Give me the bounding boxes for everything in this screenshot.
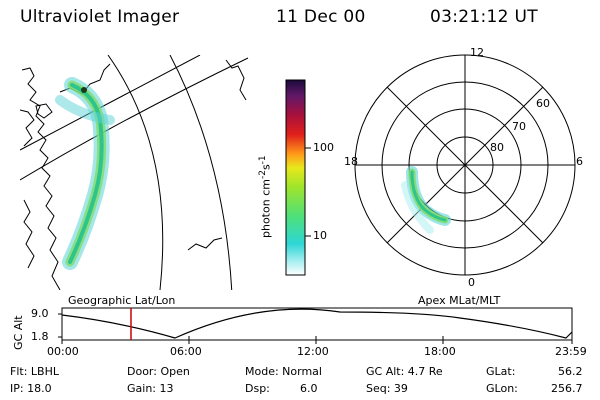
coastline <box>225 59 247 101</box>
left-panel-caption: Geographic Lat/Lon <box>68 294 176 307</box>
coastline <box>20 109 35 147</box>
colorbar-tick-label-10: 10 <box>313 229 327 242</box>
seq-readout: Seq: 39 <box>366 382 408 395</box>
mlt-label-6: 6 <box>576 155 583 168</box>
time-tick-0000: 00:00 <box>47 345 79 358</box>
polar-axis-diagonal <box>386 86 544 244</box>
map-grid-line <box>107 55 164 290</box>
altitude-axis-label: GC Alt <box>12 315 25 350</box>
map-grid-line <box>169 55 233 290</box>
aurora-emission-geographic <box>55 77 115 270</box>
coastline <box>21 67 61 290</box>
time-tick-1200: 12:00 <box>297 345 329 358</box>
map-grid-line <box>20 55 201 151</box>
geographic-map <box>20 55 249 290</box>
app-title: Ultraviolet Imager <box>20 7 180 27</box>
glat-value: 56.2 <box>558 365 583 378</box>
dsp-value: 6.0 <box>300 382 318 395</box>
altitude-plot <box>58 307 573 344</box>
mlt-label-0: 0 <box>468 276 475 289</box>
altitude-tick-low: 1.8 <box>31 330 49 343</box>
right-panel-caption: Apex MLat/MLT <box>418 294 501 307</box>
mlt-label-18: 18 <box>344 155 358 168</box>
time-tick-0600: 06:00 <box>170 345 202 358</box>
mode-readout: Mode: Normal <box>245 365 322 378</box>
aurora-emission-polar <box>401 166 451 234</box>
gain-readout: Gain: 13 <box>127 382 174 395</box>
coastline <box>187 237 223 251</box>
door-readout: Door: Open <box>127 365 190 378</box>
colorbar-unit-label: photon cm-2s-1 <box>258 155 273 238</box>
dsp-label: Dsp: <box>245 382 270 395</box>
mlat-label-60: 60 <box>536 97 550 110</box>
polar-plot <box>354 54 576 276</box>
glon-label: GLon: <box>486 382 518 395</box>
coastline <box>35 103 53 119</box>
altitude-curve <box>61 308 573 339</box>
time-tick-1800: 18:00 <box>424 345 456 358</box>
time-label: 03:21:12 UT <box>430 7 538 27</box>
gc-alt-readout: GC Alt: 4.7 Re <box>366 365 443 378</box>
date-label: 11 Dec 00 <box>276 7 366 27</box>
mlat-label-70: 70 <box>512 120 526 133</box>
altitude-tick-high: 9.0 <box>31 307 49 320</box>
colorbar-tick-label-100: 100 <box>313 141 334 154</box>
altitude-plot-frame <box>61 307 573 341</box>
glat-label: GLat: <box>486 365 516 378</box>
mlat-label-80: 80 <box>490 141 504 154</box>
coastline <box>23 199 35 269</box>
glon-value: 256.7 <box>551 382 583 395</box>
filter-readout: Flt: LBHL <box>10 365 59 378</box>
colorbar <box>285 79 306 276</box>
ip-readout: IP: 18.0 <box>10 382 52 395</box>
mlt-label-12: 12 <box>470 46 484 59</box>
time-tick-2359: 23:59 <box>555 345 587 358</box>
map-grid-line <box>20 57 249 181</box>
